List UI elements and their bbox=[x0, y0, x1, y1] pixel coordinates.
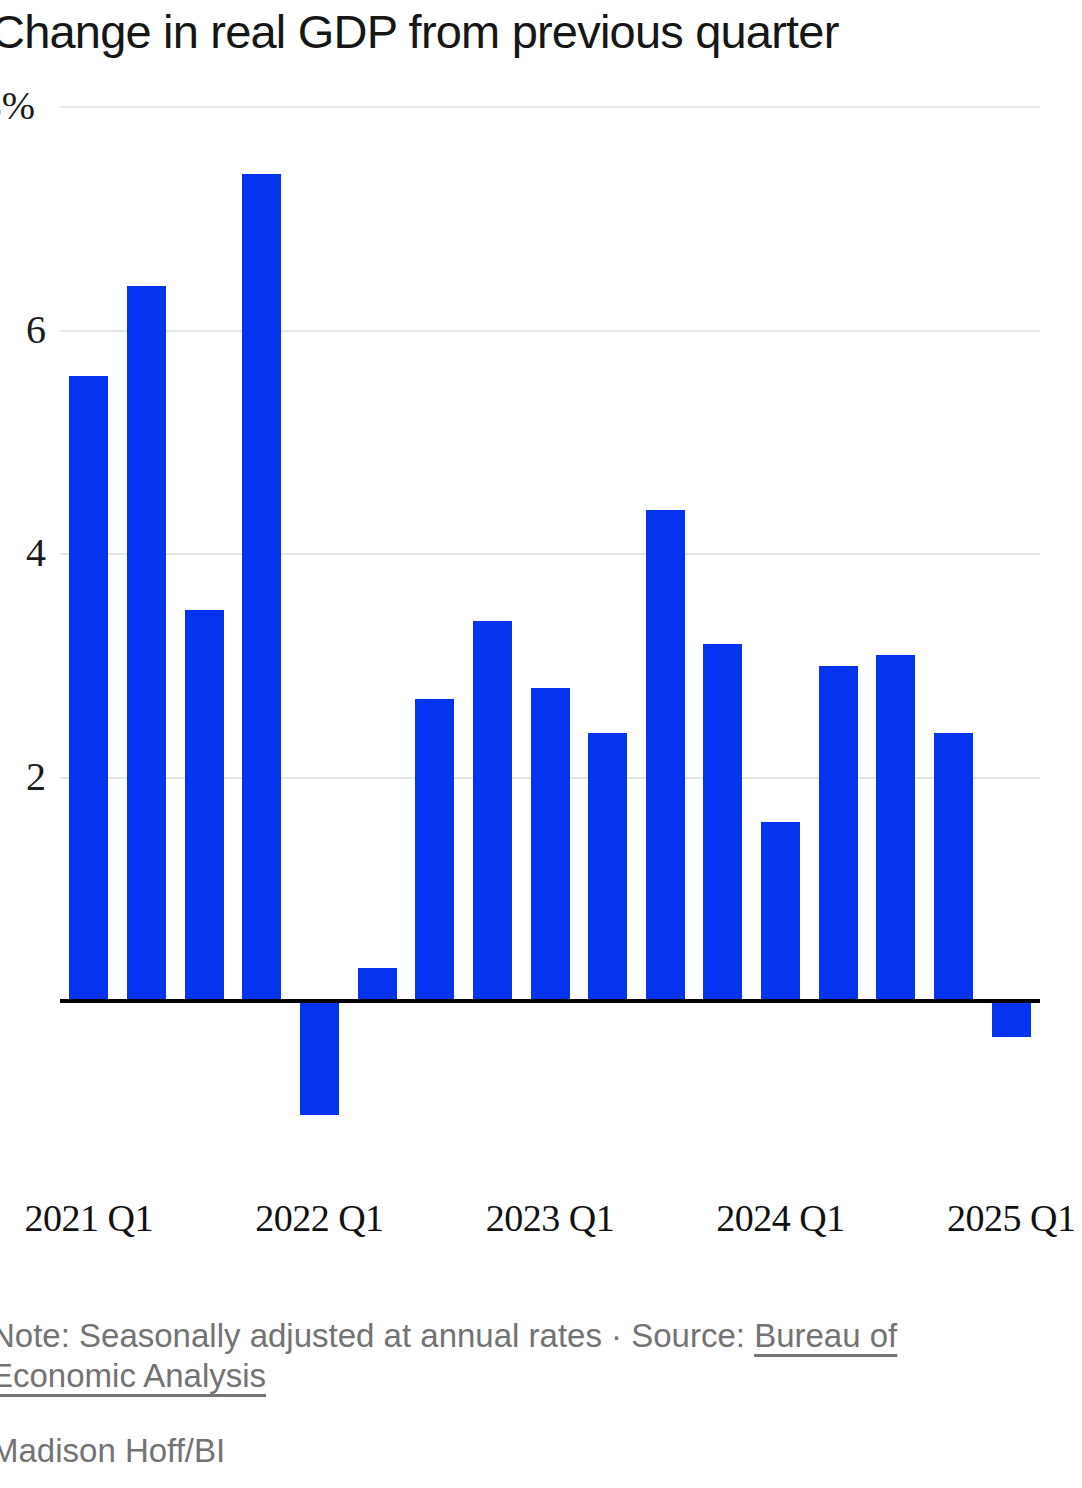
bar-2025-q1 bbox=[992, 1001, 1031, 1037]
note-text: Note: Seasonally adjusted at annual rate… bbox=[0, 1317, 602, 1354]
bar-2024-q4 bbox=[934, 733, 973, 1001]
gridline bbox=[60, 553, 1040, 555]
y-axis-tick-label: 8% bbox=[0, 86, 35, 126]
x-axis-tick-label: 2023 Q1 bbox=[486, 1196, 614, 1240]
gdp-bar-chart: Change in real GDP from previous quarter… bbox=[0, 0, 1082, 1488]
chart-title: Change in real GDP from previous quarter bbox=[0, 4, 839, 59]
note-separator: · bbox=[602, 1317, 631, 1354]
x-axis-tick-label: 2024 Q1 bbox=[716, 1196, 844, 1240]
bar-2022-q3 bbox=[415, 699, 454, 1001]
bar-2023-q1 bbox=[531, 688, 570, 1001]
bar-2021-q4 bbox=[242, 174, 281, 1001]
bar-2024-q1 bbox=[761, 822, 800, 1001]
zero-axis-line bbox=[60, 999, 1040, 1003]
bar-2022-q4 bbox=[473, 621, 512, 1001]
gridline bbox=[60, 330, 1040, 332]
y-axis-tick-label: 6 bbox=[0, 310, 46, 350]
bar-2023-q4 bbox=[703, 644, 742, 1001]
source-label: Source: bbox=[631, 1317, 754, 1354]
gridline bbox=[60, 106, 1040, 108]
x-axis-tick-label: 2022 Q1 bbox=[255, 1196, 383, 1240]
bar-2021-q3 bbox=[185, 610, 224, 1001]
bar-2023-q2 bbox=[588, 733, 627, 1001]
bar-2022-q1 bbox=[300, 1001, 339, 1115]
bar-2021-q1 bbox=[69, 376, 108, 1002]
credit-byline: Madison Hoff/BI bbox=[0, 1432, 225, 1470]
footnote: Note: Seasonally adjusted at annual rate… bbox=[0, 1316, 991, 1396]
x-axis-tick-label: 2021 Q1 bbox=[25, 1196, 153, 1240]
bar-2021-q2 bbox=[127, 286, 166, 1001]
bar-2022-q2 bbox=[358, 968, 397, 1002]
bar-2024-q2 bbox=[819, 666, 858, 1001]
y-axis-tick-label: 2 bbox=[0, 757, 46, 797]
bar-2023-q3 bbox=[646, 510, 685, 1002]
y-axis-tick-label: 4 bbox=[0, 533, 46, 573]
x-axis-tick-label: 2025 Q1 bbox=[947, 1196, 1075, 1240]
bar-2024-q3 bbox=[876, 655, 915, 1001]
